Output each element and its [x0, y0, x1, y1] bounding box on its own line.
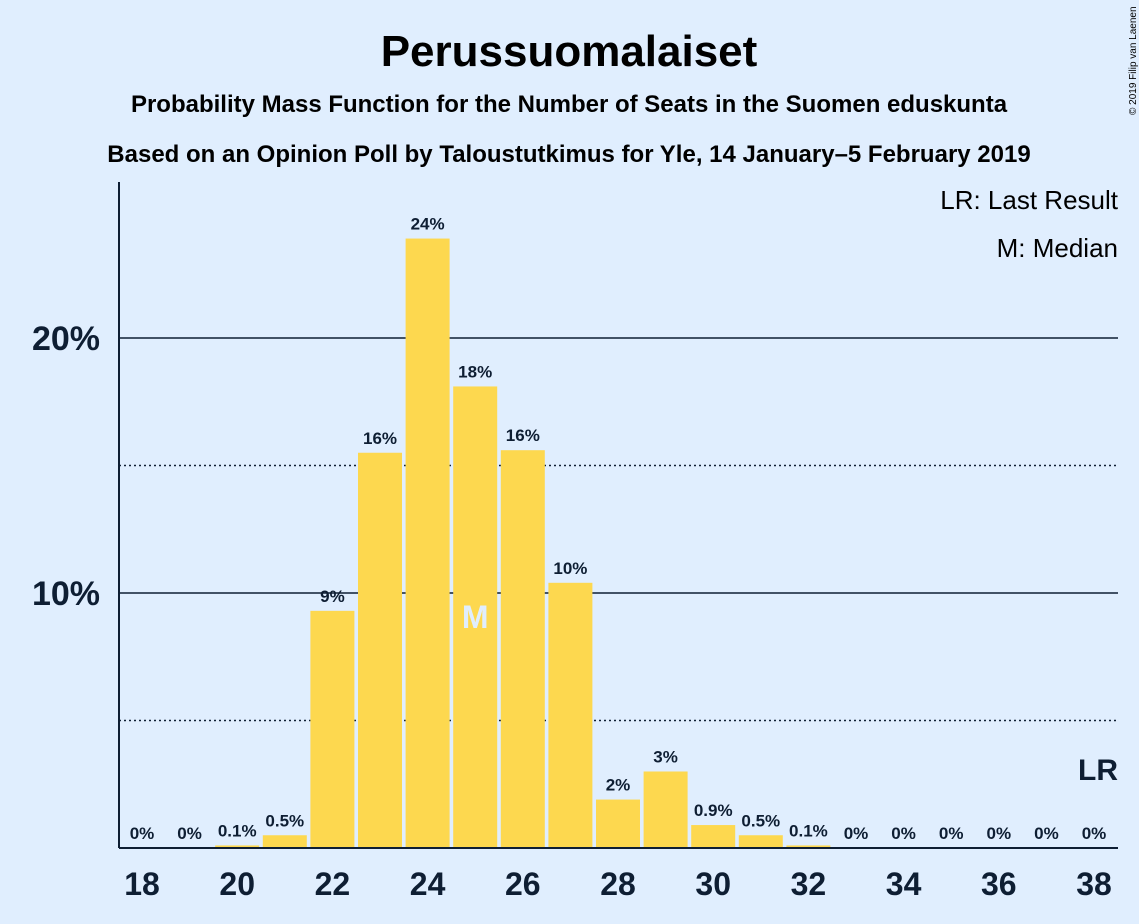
bar-30 [691, 825, 736, 848]
bar-22 [310, 610, 355, 848]
bar-label-22: 9% [320, 587, 345, 606]
bar-label-21: 0.5% [265, 811, 304, 830]
bar-label-37: 0% [1034, 824, 1059, 843]
x-tick-label: 18 [124, 866, 160, 902]
bar-27 [548, 582, 593, 848]
bars [215, 238, 831, 849]
x-axis: 18 20 22 24 26 28 30 32 34 36 38 [119, 847, 1118, 902]
bar-label-32: 0.1% [789, 821, 828, 840]
bar-26 [500, 450, 545, 848]
bar-label-19: 0% [177, 824, 202, 843]
bar-label-18: 0% [130, 824, 155, 843]
chart-subtitle: Probability Mass Function for the Number… [131, 91, 1008, 118]
bar-label-31: 0.5% [741, 811, 780, 830]
bar-29 [643, 771, 688, 848]
bar-label-29: 3% [653, 748, 678, 767]
bar-label-24: 24% [411, 215, 445, 234]
bar-label-33: 0% [844, 824, 869, 843]
x-tick-label: 36 [981, 866, 1017, 902]
x-tick-label: 30 [695, 866, 731, 902]
bar-21 [262, 835, 307, 848]
bar-32 [786, 845, 831, 848]
bar-labels: 0% 0% 0.1% 0.5% 9% 16% 24% 18% 16% 10% 2% 3% 0.9% 0.5… [130, 215, 1107, 843]
bar-24 [405, 238, 450, 849]
bar-label-25: 18% [458, 362, 492, 381]
bar-label-23: 16% [363, 429, 397, 448]
bar-label-28: 2% [606, 776, 631, 795]
bar-label-27: 10% [553, 559, 587, 578]
last-result-marker: LR [1078, 754, 1118, 787]
bar-25 [453, 386, 498, 848]
bar-31 [738, 835, 783, 848]
bar-label-30: 0.9% [694, 801, 733, 820]
y-tick-label: 20% [32, 320, 100, 358]
x-tick-label: 24 [410, 866, 446, 902]
poll-source: Based on an Opinion Poll by Taloustutkim… [107, 141, 1030, 168]
chart-markers: M LR [462, 599, 1118, 787]
bar-label-26: 16% [506, 426, 540, 445]
x-tick-label: 32 [791, 866, 827, 902]
gridlines [119, 337, 1118, 722]
median-marker: M [462, 599, 489, 635]
y-axis: 10% 20% [32, 182, 120, 848]
x-tick-label: 26 [505, 866, 541, 902]
bar-20 [215, 845, 260, 848]
legend-last-result: LR: Last Result [940, 185, 1119, 215]
x-tick-label: 28 [600, 866, 636, 902]
bar-23 [358, 452, 402, 848]
bar-label-36: 0% [987, 824, 1012, 843]
copyright-notice: © 2019 Filip van Laenen [1128, 6, 1139, 115]
x-tick-label: 38 [1076, 866, 1112, 902]
legend-median: M: Median [997, 233, 1118, 263]
x-tick-label: 22 [315, 866, 351, 902]
y-tick-label: 10% [32, 575, 100, 613]
bar-label-38: 0% [1082, 824, 1107, 843]
bar-28 [596, 799, 640, 848]
x-tick-label: 20 [219, 866, 255, 902]
bar-label-34: 0% [891, 824, 916, 843]
chart-title: Perussuomalaiset [381, 27, 758, 76]
bar-label-20: 0.1% [218, 821, 257, 840]
bar-label-35: 0% [939, 824, 964, 843]
x-tick-label: 34 [886, 866, 922, 902]
